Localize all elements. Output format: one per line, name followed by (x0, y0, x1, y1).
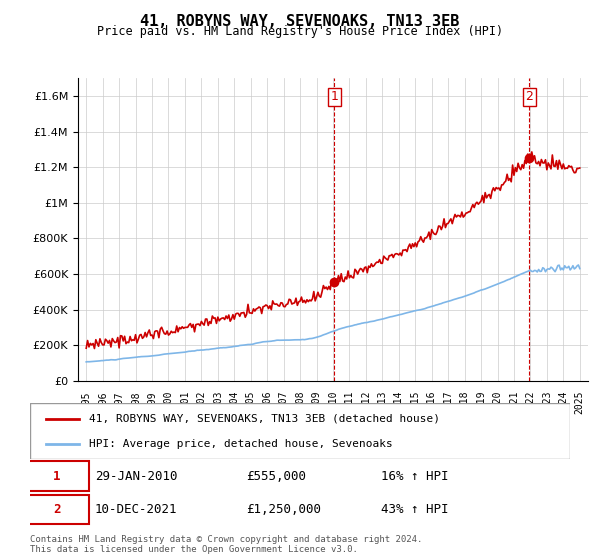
Text: 1: 1 (331, 91, 338, 104)
Text: 43% ↑ HPI: 43% ↑ HPI (381, 503, 449, 516)
Text: 1: 1 (53, 469, 61, 483)
Text: 41, ROBYNS WAY, SEVENOAKS, TN13 3EB: 41, ROBYNS WAY, SEVENOAKS, TN13 3EB (140, 14, 460, 29)
Text: 29-JAN-2010: 29-JAN-2010 (95, 469, 178, 483)
Text: 2: 2 (526, 91, 533, 104)
FancyBboxPatch shape (25, 495, 89, 524)
Text: 2: 2 (53, 503, 61, 516)
Text: Price paid vs. HM Land Registry's House Price Index (HPI): Price paid vs. HM Land Registry's House … (97, 25, 503, 38)
Text: 10-DEC-2021: 10-DEC-2021 (95, 503, 178, 516)
Text: 41, ROBYNS WAY, SEVENOAKS, TN13 3EB (detached house): 41, ROBYNS WAY, SEVENOAKS, TN13 3EB (det… (89, 414, 440, 424)
FancyBboxPatch shape (30, 403, 570, 459)
Text: £1,250,000: £1,250,000 (246, 503, 321, 516)
FancyBboxPatch shape (25, 461, 89, 491)
Text: HPI: Average price, detached house, Sevenoaks: HPI: Average price, detached house, Seve… (89, 438, 393, 449)
Text: Contains HM Land Registry data © Crown copyright and database right 2024.
This d: Contains HM Land Registry data © Crown c… (30, 535, 422, 554)
Text: 16% ↑ HPI: 16% ↑ HPI (381, 469, 449, 483)
Text: £555,000: £555,000 (246, 469, 306, 483)
